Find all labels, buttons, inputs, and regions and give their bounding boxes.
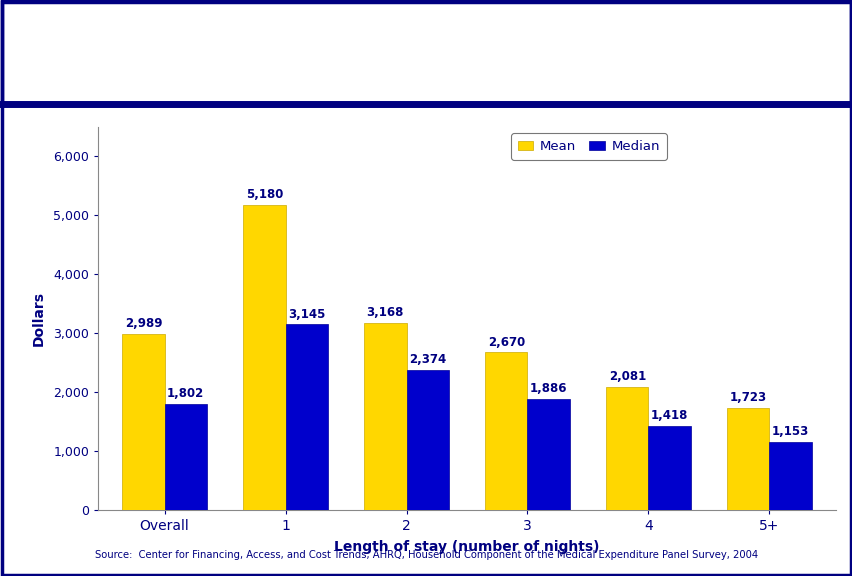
Text: 1,153: 1,153: [771, 425, 809, 438]
Text: Source:  Center for Financing, Access, and Cost Trends, AHRQ, Household Componen: Source: Center for Financing, Access, an…: [95, 550, 757, 560]
Text: 1,802: 1,802: [167, 386, 204, 400]
Y-axis label: Dollars: Dollars: [32, 291, 46, 346]
Text: AHRQ
Advancing
Excellence in
Health Care: AHRQ Advancing Excellence in Health Care: [57, 28, 130, 73]
Bar: [164, 404, 207, 510]
Bar: [726, 408, 769, 510]
Bar: [527, 399, 569, 510]
Text: Figure 4. Inpatient expenses per diem,
by length of stay, 2004: Figure 4. Inpatient expenses per diem, b…: [289, 31, 682, 75]
Text: 2,989: 2,989: [124, 317, 162, 330]
Bar: [122, 334, 164, 510]
Text: 3,145: 3,145: [288, 308, 325, 321]
Text: 2,670: 2,670: [487, 336, 524, 348]
Text: 5,180: 5,180: [245, 188, 283, 200]
Bar: [406, 370, 448, 510]
Text: 1,723: 1,723: [728, 392, 766, 404]
Bar: [285, 324, 327, 510]
Bar: [243, 204, 285, 510]
Bar: [606, 387, 648, 510]
Legend: Mean, Median: Mean, Median: [510, 133, 666, 160]
Text: 1,886: 1,886: [529, 382, 567, 395]
Text: 2,374: 2,374: [409, 353, 446, 366]
X-axis label: Length of stay (number of nights): Length of stay (number of nights): [334, 540, 599, 554]
Bar: [648, 426, 690, 510]
Bar: [769, 442, 811, 510]
Text: 1,418: 1,418: [650, 410, 688, 422]
Bar: [364, 323, 406, 510]
Text: 2,081: 2,081: [608, 370, 645, 383]
Bar: [485, 353, 527, 510]
Text: 3,168: 3,168: [366, 306, 404, 319]
